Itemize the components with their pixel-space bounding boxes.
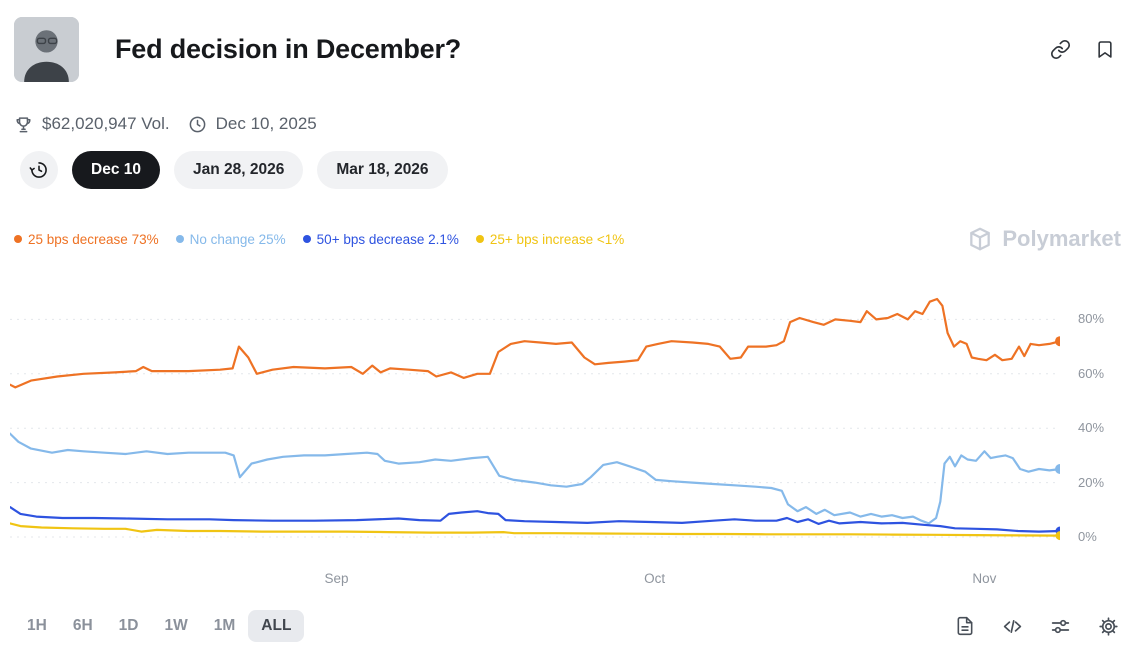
code-icon [1003, 619, 1022, 633]
x-axis: Sep Oct Nov [10, 571, 1060, 591]
legend-item-50bps-decrease[interactable]: 50+ bps decrease 2.1% [302, 231, 459, 247]
bookmark-icon [1098, 40, 1112, 58]
end-date-text: Dec 10, 2025 [215, 114, 317, 133]
y-axis: 80% 60% 40% 20% 0% [1078, 278, 1128, 568]
x-axis-tick: Oct [644, 571, 666, 586]
timeframe-all[interactable]: ALL [248, 610, 305, 642]
timeframe-6h[interactable]: 6H [60, 610, 106, 642]
bookmark-button[interactable] [1095, 39, 1115, 60]
polymarket-watermark: Polymarket [967, 226, 1121, 252]
timeframe-1m[interactable]: 1M [201, 610, 249, 642]
legend-dot [14, 235, 22, 243]
document-icon [957, 616, 973, 636]
x-axis-tick: Sep [324, 571, 349, 586]
legend-dot [475, 235, 484, 243]
gear-icon [1099, 616, 1118, 636]
volume-text: $62,020,947 Vol. [42, 114, 170, 133]
legend-label: 25+ bps increase <1% [489, 231, 625, 247]
sliders-icon [1051, 619, 1070, 633]
legend-dot [302, 235, 311, 243]
chart-legend: 25 bps decrease 73% No change 25% 50+ bp… [14, 226, 1121, 252]
x-axis-tick: Nov [972, 571, 997, 586]
legend-item-25bps-increase[interactable]: 25+ bps increase <1% [475, 231, 625, 247]
date-tab-mar-18-2026[interactable]: Mar 18, 2026 [317, 151, 448, 189]
header-actions [1050, 39, 1115, 60]
market-avatar [14, 16, 79, 82]
date-tab-jan-28-2026[interactable]: Jan 28, 2026 [173, 151, 304, 189]
y-axis-tick: 40% [1078, 420, 1105, 436]
timeframe-1w[interactable]: 1W [151, 610, 200, 642]
trophy-icon [16, 116, 31, 132]
price-chart[interactable]: 80% 60% 40% 20% 0% Sep Oct Nov [10, 278, 1130, 588]
avatar-placeholder-image [14, 16, 79, 82]
market-header: Fed decision in December? [14, 16, 1115, 82]
rules-button[interactable] [955, 616, 975, 636]
y-axis-tick: 0% [1078, 529, 1097, 544]
y-axis-tick: 20% [1078, 474, 1105, 490]
copy-link-button[interactable] [1050, 39, 1071, 60]
legend-item-25bps-decrease[interactable]: 25 bps decrease 73% [14, 232, 159, 247]
chart-settings-button[interactable] [1050, 616, 1071, 637]
legend-dot [175, 235, 184, 243]
history-button[interactable] [20, 151, 58, 189]
embed-button[interactable] [1002, 616, 1023, 637]
y-axis-tick: 60% [1078, 365, 1105, 381]
legend-label: 50+ bps decrease 2.1% [316, 231, 459, 247]
polymarket-logo-icon [970, 227, 991, 251]
chart-tools [955, 616, 1119, 637]
link-icon [1050, 39, 1071, 59]
timeframe-1d[interactable]: 1D [106, 610, 152, 642]
settings-button[interactable] [1098, 616, 1119, 637]
history-clock-icon [29, 162, 47, 178]
y-axis-tick: 80% [1078, 311, 1105, 327]
chart-canvas[interactable] [10, 278, 1060, 568]
legend-label: No change 25% [189, 231, 286, 247]
chart-toolbar: 1H 6H 1D 1W 1M ALL [14, 608, 1119, 644]
clock-icon [189, 116, 206, 132]
date-tabs: Dec 10 Jan 28, 2026 Mar 18, 2026 [20, 151, 448, 189]
legend-label: 25 bps decrease 73% [28, 231, 159, 247]
legend-item-no-change[interactable]: No change 25% [175, 231, 286, 247]
market-stats: $62,020,947 Vol. Dec 10, 2025 [14, 114, 317, 134]
page-title: Fed decision in December? [115, 33, 462, 64]
watermark-text: Polymarket [1002, 226, 1121, 251]
timeframe-1h[interactable]: 1H [14, 610, 60, 642]
date-tab-dec-10[interactable]: Dec 10 [72, 151, 160, 189]
